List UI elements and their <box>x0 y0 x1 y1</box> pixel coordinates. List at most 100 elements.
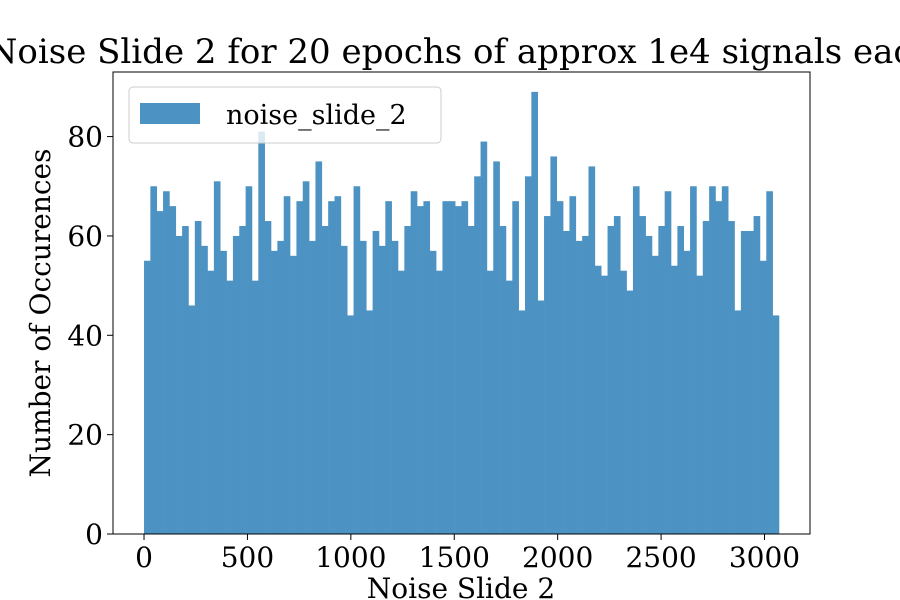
histogram-bar <box>683 250 691 534</box>
histogram-bar <box>309 240 316 534</box>
histogram-bars <box>144 91 780 535</box>
x-tick-label: 500 <box>221 541 274 574</box>
histogram-bar <box>245 186 253 534</box>
histogram-bar <box>531 91 538 535</box>
histogram-bar <box>207 270 215 534</box>
histogram-bar <box>398 270 405 534</box>
x-tick-label: 0 <box>135 541 153 574</box>
histogram-bar <box>353 186 361 534</box>
histogram-bar <box>302 181 310 535</box>
chart-title: Noise Slide 2 for 20 epochs of approx 1e… <box>0 32 900 72</box>
histogram-bar <box>518 310 526 534</box>
histogram-bar <box>290 255 297 534</box>
histogram-bar <box>512 201 519 534</box>
histogram-bar <box>632 186 640 534</box>
histogram-bar <box>321 226 329 534</box>
histogram-bar <box>448 201 456 534</box>
histogram-bar <box>569 196 577 534</box>
y-tick-label: 40 <box>67 319 103 352</box>
histogram-bar <box>575 240 583 534</box>
histogram-bar <box>550 156 558 534</box>
histogram-bar <box>163 191 170 535</box>
histogram-bar <box>385 201 392 534</box>
histogram-bar <box>404 226 411 534</box>
x-tick-label: 1000 <box>315 541 386 574</box>
legend-box <box>128 86 442 144</box>
histogram-bar <box>601 275 608 534</box>
histogram-bar <box>690 186 697 534</box>
histogram-bar <box>537 300 545 534</box>
histogram-bar <box>759 260 767 534</box>
histogram-bar <box>264 221 272 534</box>
histogram-bar <box>620 270 627 534</box>
histogram-bar <box>296 201 304 534</box>
legend: noise_slide_2 <box>128 86 442 144</box>
histogram-bar <box>271 250 278 534</box>
histogram-bar <box>740 230 748 534</box>
legend-swatch <box>140 103 200 124</box>
histogram-bar <box>696 275 704 534</box>
histogram-bar <box>639 216 646 534</box>
histogram-bar <box>315 161 323 535</box>
histogram-bar <box>607 226 615 534</box>
histogram-bar <box>372 230 380 534</box>
histogram-bar <box>239 226 246 534</box>
histogram-bar <box>226 280 234 534</box>
histogram-bar <box>747 230 754 534</box>
histogram-bar <box>474 176 481 534</box>
x-tick-label: 2000 <box>522 541 593 574</box>
histogram-bar <box>277 240 285 534</box>
histogram-bar <box>417 206 424 534</box>
histogram-bar <box>753 216 761 534</box>
y-axis-label: Number of Occurences <box>24 149 57 478</box>
histogram-bar <box>442 201 450 534</box>
histogram-bar <box>582 235 589 534</box>
histogram-bar <box>340 245 348 534</box>
histogram-bar <box>677 226 685 534</box>
histogram-bar <box>334 196 342 534</box>
histogram-bar <box>232 235 240 534</box>
histogram-bar <box>251 280 259 534</box>
histogram-bar <box>328 201 335 534</box>
histogram-bar <box>175 235 183 534</box>
y-axis-ticks: 0 20 40 60 80 <box>67 121 113 551</box>
y-tick-label: 20 <box>67 419 103 452</box>
histogram-bar <box>213 181 221 535</box>
histogram-bar <box>436 270 443 534</box>
histogram-bar <box>378 245 386 534</box>
y-tick-label: 80 <box>67 121 103 154</box>
histogram-bar <box>734 310 742 534</box>
histogram-bar <box>182 226 189 534</box>
axes-frame <box>112 71 811 535</box>
x-tick-label: 2500 <box>625 541 696 574</box>
y-tick-label: 0 <box>85 518 103 551</box>
histogram-bar <box>423 201 431 534</box>
histogram-bar <box>169 206 177 534</box>
histogram-bar <box>613 216 621 534</box>
histogram-bar <box>150 186 158 534</box>
histogram-bar <box>429 250 437 534</box>
legend-label-noise-slide-2: noise_slide_2 <box>226 100 407 131</box>
histogram-bar <box>391 240 399 534</box>
histogram-bar <box>651 255 659 534</box>
histogram-bar <box>544 216 551 534</box>
histogram-bar <box>671 265 678 534</box>
histogram-bar <box>283 196 291 534</box>
histogram-bar <box>359 240 367 534</box>
histogram-bar <box>658 226 665 534</box>
histogram-bar <box>588 166 596 534</box>
histogram-bar <box>258 131 265 535</box>
histogram-bar <box>721 186 729 534</box>
x-tick-label: 1500 <box>419 541 490 574</box>
histogram-bar <box>461 201 469 534</box>
histogram-bar <box>664 191 672 535</box>
histogram-bar <box>493 161 500 535</box>
histogram-bar <box>480 141 488 535</box>
histogram-bar <box>156 211 164 534</box>
histogram-bar <box>410 191 418 535</box>
histogram-bar <box>766 191 773 535</box>
x-tick-label: 3000 <box>729 541 800 574</box>
histogram-bar <box>188 305 196 534</box>
histogram-bar <box>347 315 354 534</box>
